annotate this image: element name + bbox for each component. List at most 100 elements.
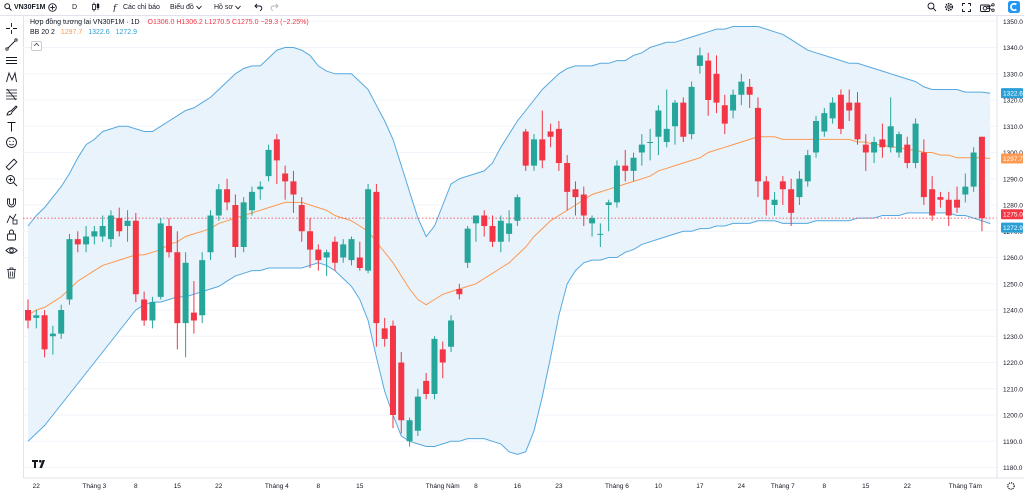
candle: [315, 244, 322, 271]
time-tick-label: 8: [134, 483, 138, 490]
pattern-icon[interactable]: [5, 71, 18, 84]
bb-indicator-label[interactable]: BB 20 2: [30, 29, 55, 36]
candle: [257, 181, 264, 200]
candle-body: [738, 81, 745, 95]
candle: [580, 186, 587, 226]
time-axis-area[interactable]: [23, 478, 997, 495]
redo-button[interactable]: [270, 2, 279, 13]
candle: [912, 118, 919, 169]
axis-settings-button[interactable]: [1007, 482, 1015, 490]
candle-body: [871, 142, 878, 153]
candle-body: [564, 163, 571, 192]
candle-body: [887, 126, 894, 148]
candle: [232, 194, 239, 258]
legend-collapse-button[interactable]: [31, 41, 42, 51]
indicators-button[interactable]: f Các chỉ báo: [112, 2, 160, 14]
candle-body: [298, 205, 305, 232]
horizontal-lines-icon[interactable]: [5, 54, 18, 67]
settings-button[interactable]: [944, 2, 954, 13]
plus-circle-icon: [48, 2, 57, 12]
candle-type-button[interactable]: [91, 2, 100, 13]
candle: [895, 131, 902, 158]
candle: [207, 210, 214, 261]
candle-body: [613, 165, 620, 203]
candle: [638, 134, 645, 166]
profile-menu[interactable]: Hồ sơ: [214, 2, 241, 13]
candle: [539, 110, 546, 169]
candle-body: [456, 289, 463, 295]
candle: [937, 191, 944, 208]
trash-icon[interactable]: [5, 266, 18, 279]
fullscreen-button[interactable]: [962, 2, 971, 13]
symbol-label: VN30F1M: [13, 4, 46, 11]
stay-drawing-icon[interactable]: [5, 212, 18, 225]
candle: [166, 218, 173, 258]
candle-body: [190, 312, 197, 321]
share-button[interactable]: [986, 2, 995, 13]
search-icon: [4, 3, 12, 12]
price-tick-label: 1310.0: [1003, 124, 1023, 131]
candle-body: [257, 186, 264, 190]
lock-icon[interactable]: [5, 228, 18, 241]
chart-type-menu[interactable]: Biểu đồ: [170, 2, 202, 13]
candle: [978, 136, 985, 232]
candle-body: [954, 199, 961, 208]
eye-icon[interactable]: [5, 244, 18, 257]
candle-body: [895, 134, 902, 153]
candle: [431, 336, 438, 400]
trend-line-icon[interactable]: [5, 38, 18, 51]
candle-body: [754, 107, 761, 182]
candle: [33, 310, 40, 329]
symbol-search-button[interactable]: VN30F1M: [4, 2, 45, 13]
candle: [788, 178, 795, 226]
candle-body: [107, 215, 114, 240]
zoom-in-icon[interactable]: [5, 174, 18, 187]
candle: [373, 184, 380, 347]
candle: [74, 231, 81, 253]
undo-button[interactable]: [254, 2, 263, 13]
candle: [99, 215, 106, 242]
price-axis-area[interactable]: [997, 16, 1024, 478]
candle-body: [348, 239, 355, 261]
candle-body: [132, 220, 139, 295]
candle-body: [688, 86, 695, 135]
price-tick-label: 1220.0: [1003, 360, 1023, 367]
candle-body: [166, 226, 173, 253]
drawing-toolbar: [0, 16, 24, 495]
legend-high: H1306.2: [176, 19, 203, 26]
candle-body: [157, 223, 164, 297]
price-tick-label: 1280.0: [1003, 203, 1023, 210]
tradingview-logo: [32, 459, 45, 468]
quick-search-button[interactable]: [927, 2, 937, 13]
fib-levels-icon[interactable]: [5, 88, 18, 101]
brush-icon[interactable]: [5, 104, 18, 117]
ruler-icon[interactable]: [5, 158, 18, 171]
candle-body: [506, 223, 513, 234]
candle: [771, 191, 778, 216]
candle: [680, 97, 687, 142]
price-tick-label: 1330.0: [1003, 71, 1023, 78]
candle-body: [356, 257, 363, 268]
candle: [779, 176, 786, 205]
magnet-icon[interactable]: [5, 196, 18, 209]
candle-body: [74, 239, 81, 245]
interval-button[interactable]: D: [72, 4, 78, 11]
candle-body: [647, 142, 654, 143]
compare-button[interactable]: [48, 2, 57, 13]
emoji-icon[interactable]: [5, 136, 18, 149]
gear-icon: [944, 3, 954, 12]
time-tick-label: 24: [738, 483, 746, 490]
candle: [25, 299, 31, 329]
candle: [91, 226, 98, 245]
candle: [655, 105, 662, 156]
time-tick-label: Tháng Năm: [426, 483, 460, 490]
text-icon[interactable]: [5, 120, 18, 133]
candle: [630, 152, 637, 182]
candle-body: [862, 144, 869, 153]
crosshair-icon[interactable]: [5, 22, 18, 35]
candle-body: [398, 362, 405, 421]
bb-basis-price-tag-bg: [1001, 153, 1023, 164]
candle-body: [431, 338, 438, 394]
candle-body: [58, 310, 65, 334]
